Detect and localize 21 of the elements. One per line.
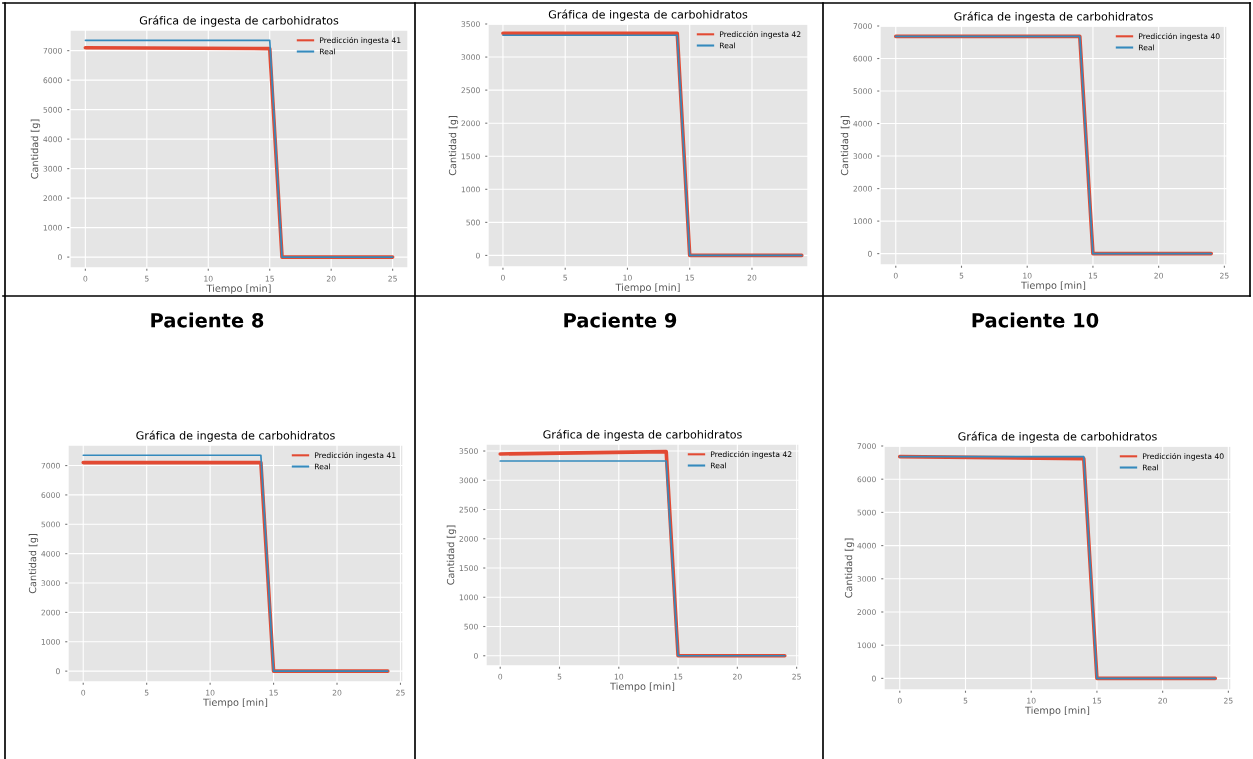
y-axis-title: Cantidad [g]	[840, 116, 851, 176]
y-axis-title: Cantidad [g]	[448, 116, 459, 176]
y-axis-title: Cantidad [g]	[28, 534, 39, 594]
x-axis-title: Tiempo [min]	[206, 284, 271, 294]
chart-title: Gráfica de ingesta de carbohidratos	[136, 430, 335, 442]
chart-subtitle: Paciente 10	[972, 312, 1099, 328]
chart-title: Gráfica de ingesta de carbohidratos	[548, 9, 748, 21]
x-axis-title: Tiempo [min]	[203, 698, 268, 708]
y-axis-title: Cantidad [g]	[844, 538, 855, 598]
chart-subtitle: Paciente 8	[151, 312, 264, 328]
x-axis-title: Tiempo [min]	[1025, 706, 1090, 716]
chart-title: Gráfica de ingesta de carbohidratos	[139, 15, 339, 27]
chart-title: Gráfica de ingesta de carbohidratos	[958, 431, 1157, 443]
chart-title: Gráfica de ingesta de carbohidratos	[954, 11, 1153, 23]
x-axis-title: Tiempo [min]	[1021, 281, 1086, 291]
x-axis-title: Tiempo [min]	[610, 682, 675, 692]
chart-title: Gráfica de ingesta de carbohidratos	[543, 429, 742, 441]
chart-subtitle: Paciente 9	[564, 312, 677, 328]
y-axis-title: Cantidad [g]	[446, 525, 457, 585]
x-axis-title: Tiempo [min]	[615, 283, 680, 293]
y-axis-title: Cantidad [g]	[30, 119, 41, 179]
